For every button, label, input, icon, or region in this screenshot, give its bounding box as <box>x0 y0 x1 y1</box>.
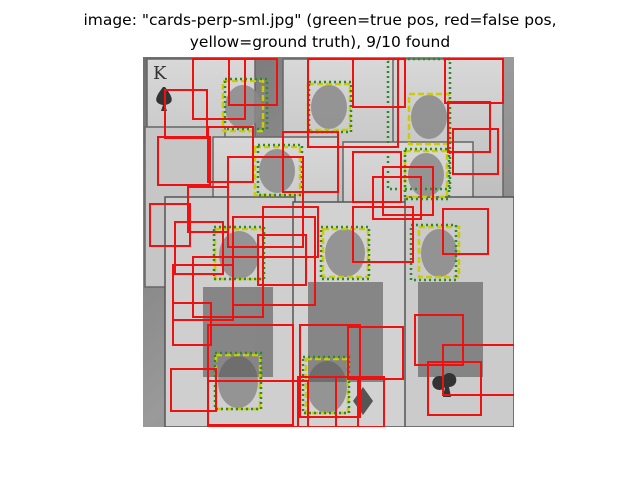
true-positive-box-5 <box>403 147 451 201</box>
club-suit-icon <box>432 373 457 397</box>
ground-truth-box-5 <box>403 149 449 199</box>
figure-title-line-2: yellow=ground truth), 9/10 found <box>189 33 451 51</box>
false-positive-box-21 <box>352 206 414 263</box>
false-positive-box-30 <box>414 314 464 366</box>
false-positive-box-13 <box>262 206 319 258</box>
true-positive-box-2 <box>256 143 304 197</box>
false-positive-boxes <box>149 58 514 427</box>
true-positive-box-10 <box>301 355 351 415</box>
king-face-8 <box>421 229 457 277</box>
false-positive-box-8 <box>352 58 406 108</box>
false-positive-box-35 <box>335 376 385 427</box>
false-positive-box-32 <box>170 368 217 412</box>
rank-letter-k: K <box>153 63 167 84</box>
king-face-7 <box>325 229 365 277</box>
figure-title-line-1: image: "cards-perp-sml.jpg" (green=true … <box>83 11 557 29</box>
false-positive-box-24 <box>257 234 307 286</box>
ground-truth-box-2 <box>253 145 302 197</box>
false-positive-box-4 <box>157 136 211 186</box>
false-positive-box-28 <box>299 324 361 418</box>
true-positive-box-3 <box>307 80 353 134</box>
false-positive-box-33 <box>207 380 309 427</box>
false-positive-box-19 <box>372 176 422 220</box>
king-face-6 <box>219 231 259 279</box>
false-positive-box-29 <box>347 326 404 380</box>
true-positive-box-4 <box>386 57 452 191</box>
false-positive-box-25 <box>192 256 264 318</box>
king-face-4 <box>259 149 295 193</box>
false-positive-box-10 <box>447 101 491 153</box>
false-positive-box-22 <box>442 208 489 255</box>
false-positive-box-16 <box>174 221 224 275</box>
false-positive-box-36 <box>427 361 482 416</box>
false-positive-box-15 <box>149 203 191 247</box>
false-positive-box-5 <box>207 126 254 183</box>
false-positive-box-27 <box>207 324 294 426</box>
false-positive-box-11 <box>452 128 499 175</box>
false-positive-box-17 <box>232 216 316 306</box>
king-face-3 <box>411 95 447 139</box>
king-face-5 <box>408 153 444 197</box>
false-positive-box-14 <box>187 186 229 233</box>
detection-figure: K <box>143 57 514 427</box>
false-positive-box-2 <box>228 58 278 106</box>
card-photo-canvas: K <box>143 57 514 427</box>
false-positive-box-34 <box>297 376 359 427</box>
false-positive-box-6 <box>282 131 339 193</box>
ground-truth-box-7 <box>321 227 370 279</box>
false-positive-box-20 <box>382 166 434 216</box>
false-positive-box-31 <box>442 344 514 396</box>
king-face-2 <box>311 85 347 129</box>
false-positive-box-23 <box>172 264 234 321</box>
king-robe-middle <box>308 282 383 382</box>
ground-truth-box-8 <box>417 225 461 279</box>
king-face-1 <box>225 85 261 129</box>
